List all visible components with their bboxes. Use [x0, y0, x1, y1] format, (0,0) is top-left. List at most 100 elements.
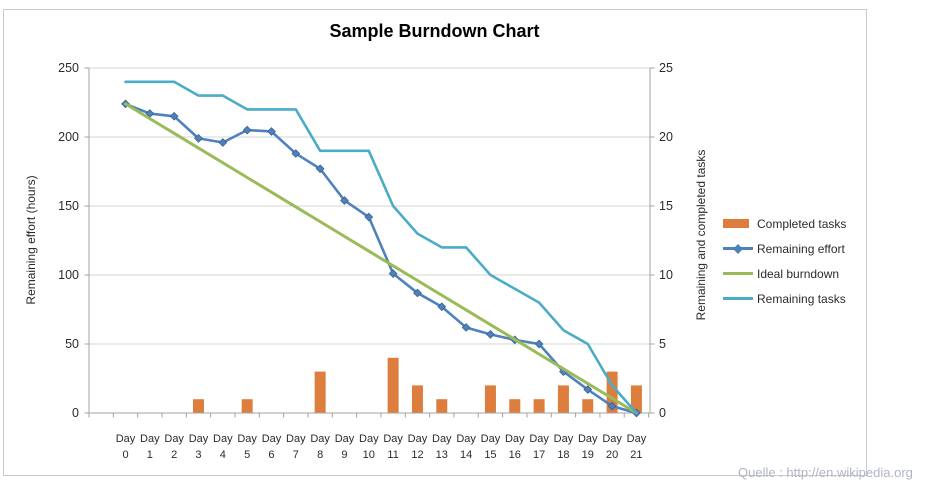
completed-tasks-bar	[533, 399, 545, 413]
remaining-effort-marker	[218, 138, 228, 147]
x-label-word: Day	[554, 433, 574, 445]
right-axis-tick-label: 15	[659, 199, 673, 213]
bar-series-completed-tasks	[192, 357, 642, 413]
legend-item-remaining-tasks: Remaining tasks	[723, 286, 846, 311]
left-axis-tick-label: 0	[72, 406, 79, 420]
remaining-effort-marker	[315, 164, 325, 174]
completed-tasks-bar	[411, 385, 423, 413]
x-label-number: 19	[582, 449, 594, 461]
x-label-number: 17	[533, 449, 545, 461]
x-label-number: 1	[147, 449, 153, 461]
x-label-word: Day	[432, 433, 452, 445]
axes	[84, 67, 655, 418]
x-label-word: Day	[529, 433, 549, 445]
x-label-number: 9	[341, 449, 347, 461]
remaining-effort-marker	[461, 323, 471, 332]
legend-label: Ideal burndown	[757, 266, 840, 281]
legend-label: Remaining effort	[757, 241, 845, 256]
legend: Completed tasks Remaining effort Ideal b…	[723, 211, 846, 311]
left-axis-title: Remaining effort (hours)	[24, 175, 38, 305]
left-axis-tick-label: 150	[58, 199, 79, 213]
gridlines	[89, 67, 650, 345]
right-axis-tick-label: 10	[659, 268, 673, 282]
completed-tasks-bar	[484, 385, 496, 413]
x-label-word: Day	[578, 433, 598, 445]
legend-item-remaining-effort: Remaining effort	[723, 236, 846, 261]
x-label-number: 21	[630, 449, 642, 461]
remaining-effort-line	[121, 99, 641, 418]
legend-label: Remaining tasks	[757, 291, 846, 306]
x-label-number: 18	[557, 449, 569, 461]
x-label-number: 7	[293, 449, 299, 461]
left-axis-tick-label: 200	[58, 130, 79, 144]
completed-tasks-bar	[192, 399, 204, 413]
remaining-effort-marker	[364, 212, 374, 222]
x-label-word: Day	[383, 433, 403, 445]
remaining-effort-marker	[267, 127, 276, 136]
x-label-number: 15	[484, 449, 496, 461]
x-label-word: Day	[335, 433, 355, 445]
right-axis-title: Remaining and completed tasks	[694, 149, 708, 321]
left-axis-tick-label: 100	[58, 268, 79, 282]
remaining-effort-marker	[607, 401, 617, 411]
x-label-word: Day	[408, 433, 428, 445]
remaining-effort-marker	[534, 339, 544, 349]
remaining-effort-marker	[291, 149, 301, 158]
line-diamond-swatch-icon	[723, 243, 753, 254]
x-label-number: 0	[122, 449, 128, 461]
remaining-effort-marker	[388, 269, 398, 278]
x-label-word: Day	[627, 433, 647, 445]
remaining-effort-marker	[486, 329, 495, 339]
line-swatch-icon	[723, 272, 753, 275]
completed-tasks-bar	[314, 371, 326, 413]
x-label-number: 6	[268, 449, 274, 461]
chart-title: Sample Burndown Chart	[329, 21, 540, 41]
x-label-word: Day	[116, 433, 136, 445]
x-label-word: Day	[456, 433, 476, 445]
x-label-word: Day	[286, 433, 306, 445]
x-label-word: Day	[505, 433, 525, 445]
x-label-number: 16	[509, 449, 521, 461]
x-label-word: Day	[310, 433, 330, 445]
left-axis-tick-label: 250	[58, 61, 79, 75]
x-label-number: 20	[606, 449, 618, 461]
x-label-word: Day	[262, 433, 282, 445]
x-label-number: 11	[387, 449, 398, 461]
completed-tasks-bar	[436, 399, 448, 413]
remaining-tasks-line	[124, 80, 638, 415]
completed-tasks-bar	[557, 385, 569, 413]
completed-tasks-bar	[509, 399, 521, 413]
left-axis-tick-label: 50	[65, 337, 79, 351]
right-axis-tick-label: 0	[659, 406, 666, 420]
x-label-word: Day	[140, 433, 160, 445]
line-swatch-icon	[723, 297, 753, 300]
x-label-number: 14	[460, 449, 472, 461]
source-watermark: Quelle : http://en.wikipedia.org	[738, 465, 913, 480]
remaining-effort-marker	[413, 288, 422, 298]
x-axis-labels: Day 0 Day 1 Day 2 Day 3 Day 4 Day 5 Day 6 Day 7 Day 8 Day 9…	[116, 433, 647, 461]
completed-tasks-bar	[630, 385, 642, 413]
x-label-number: 12	[411, 449, 423, 461]
completed-tasks-bar	[387, 357, 399, 413]
right-axis-tick-label: 5	[659, 337, 666, 351]
x-label-word: Day	[602, 433, 622, 445]
legend-item-completed-tasks: Completed tasks	[723, 211, 846, 236]
x-label-word: Day	[237, 433, 257, 445]
x-label-word: Day	[189, 433, 209, 445]
legend-item-ideal-burndown: Ideal burndown	[723, 261, 846, 286]
x-label-word: Day	[213, 433, 233, 445]
remaining-effort-marker	[437, 302, 447, 312]
completed-tasks-bar	[606, 371, 618, 413]
x-label-number: 13	[436, 449, 448, 461]
remaining-effort-marker	[169, 111, 179, 121]
x-label-word: Day	[481, 433, 501, 445]
x-label-number: 10	[363, 449, 375, 461]
remaining-effort-marker	[194, 134, 203, 143]
bar-swatch-icon	[723, 219, 753, 228]
x-label-word: Day	[359, 433, 379, 445]
remaining-effort-marker	[340, 196, 349, 205]
right-axis-tick-label: 25	[659, 61, 673, 75]
